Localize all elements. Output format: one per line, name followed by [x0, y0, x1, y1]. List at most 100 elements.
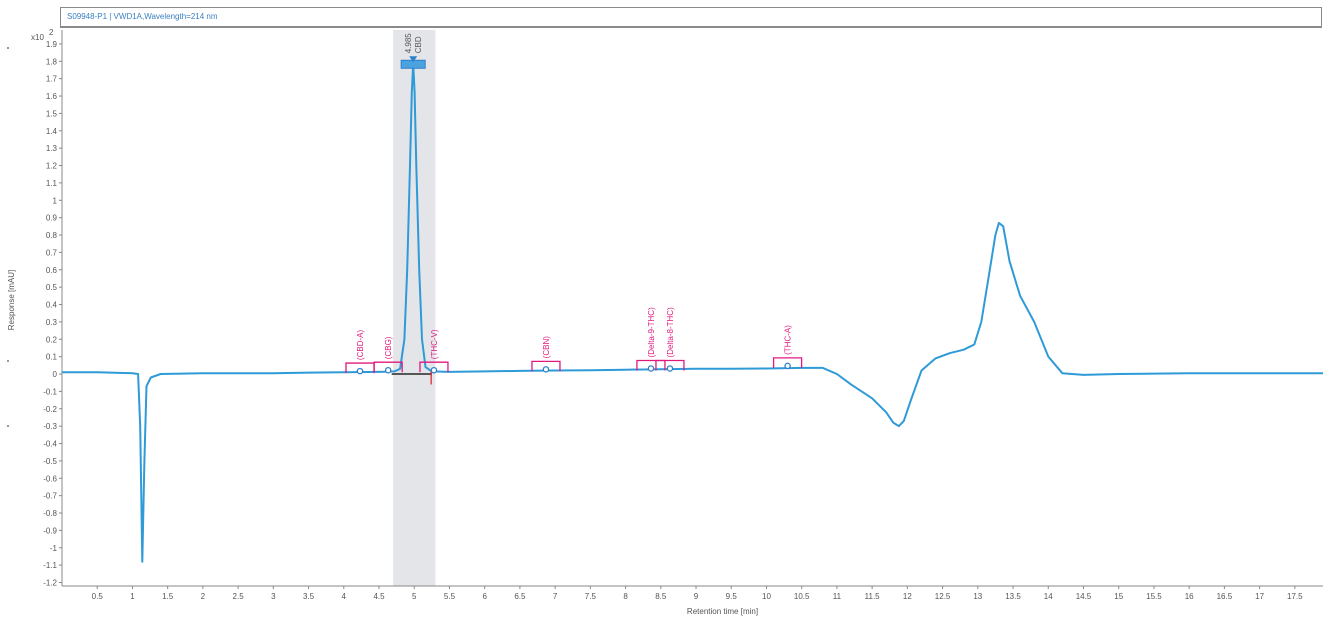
x-tick-label: 5.5 [444, 592, 456, 601]
y-tick-label: 1.8 [46, 57, 58, 66]
expected-peak-bracket [373, 361, 403, 373]
x-tick-label: 10 [762, 592, 771, 601]
main-peak-rt-label: 4.985 [404, 33, 413, 54]
y-tick-label: 1.3 [46, 144, 58, 153]
y-tick-label: -0.6 [43, 474, 57, 483]
expected-peak-label: (Delta-8-THC) [666, 307, 675, 358]
x-tick-label: 3 [271, 592, 276, 601]
y-tick-label: -0.2 [43, 405, 57, 414]
x-tick-label: 11 [833, 592, 842, 601]
chart-title: S09948-P1 | VWD1A,Wavelength=214 nm [67, 12, 218, 21]
y-tick-label: -0.5 [43, 457, 57, 466]
expected-peak-label: (CBD-A) [356, 330, 365, 361]
expected-peak-label: (THC-A) [784, 325, 793, 355]
x-tick-label: 13 [973, 592, 982, 601]
x-tick-label: 5 [412, 592, 417, 601]
y-tick-label: -0.8 [43, 509, 57, 518]
y-tick-label: 0.8 [46, 231, 58, 240]
highlight-band-layer [393, 30, 436, 586]
x-tick-label: 14.5 [1076, 592, 1092, 601]
expected-peak-point [647, 365, 655, 372]
x-tick-label: 1 [130, 592, 135, 601]
axis-labels-layer: 1.9 1.8 1.7 1.6 1.5 1.4 1.3 1.2 1.1 1 0.9 0.8 0.7 0.6… [7, 28, 1303, 616]
main-peak-triangle [409, 56, 418, 63]
x-tick-label: 1.5 [162, 592, 174, 601]
y-tick-label: 1 [53, 196, 58, 205]
expected-peak-point [542, 366, 550, 373]
y-tick-label: 1.2 [46, 162, 58, 171]
x-tick-label: 12.5 [935, 592, 951, 601]
expected-peak-label: (THC-V) [430, 329, 439, 359]
y-tick-label: -1.1 [43, 561, 57, 570]
x-tick-label: 17 [1255, 592, 1264, 601]
x-tick-label: 10.5 [794, 592, 810, 601]
expected-peak-bracket [655, 359, 685, 371]
y-multiplier-label: x10 [31, 33, 44, 42]
expected-peak-point [430, 366, 438, 374]
main-peak-name-label: CBD [414, 36, 423, 53]
y-tick-label: 0.4 [46, 301, 58, 310]
y-tick-label: 0.5 [46, 283, 58, 292]
y-multiplier-exponent: 2 [49, 28, 54, 37]
expected-peak-bracket [419, 361, 449, 373]
expected-peak-label: (CBG) [384, 336, 393, 359]
y-tick-label: 1.9 [46, 40, 58, 49]
y-tick-label: -0.3 [43, 422, 57, 431]
y-tick-label: 0.6 [46, 266, 58, 275]
x-tick-label: 12 [903, 592, 912, 601]
y-tick-label: 0.3 [46, 318, 58, 327]
y-tick-label: -0.1 [43, 387, 57, 396]
expected-peak-label: (CBN) [542, 336, 551, 359]
expected-peak-point [384, 366, 392, 374]
y-tick-label: 0.7 [46, 248, 58, 257]
y-tick-label: -1 [50, 544, 58, 553]
y-axis-title: Response [mAU] [7, 270, 16, 330]
y-tick-label: 1.7 [46, 75, 58, 84]
side-marker-dot [7, 360, 9, 362]
x-tick-label: 15.5 [1146, 592, 1162, 601]
x-tick-label: 13.5 [1005, 592, 1021, 601]
expected-peak-bracket [636, 359, 666, 371]
chromatogram-trace [62, 62, 1323, 563]
x-tick-label: 8.5 [655, 592, 667, 601]
expected-peak-point [784, 362, 791, 370]
y-tick-label: 0.9 [46, 214, 58, 223]
x-tick-label: 16 [1185, 592, 1194, 601]
peak-markers-layer: (CBD-A) (CBG) (THC-V) (CBN) (Delta-9-THC) (De… [345, 33, 803, 385]
side-marker-dot [7, 425, 9, 427]
chart-title-bar: S09948-P1 | VWD1A,Wavelength=214 nm [60, 7, 1322, 28]
x-tick-label: 9 [694, 592, 699, 601]
x-tick-label: 11.5 [865, 592, 881, 601]
y-tick-label: 0.1 [46, 353, 58, 362]
x-tick-label: 8 [623, 592, 628, 601]
y-tick-label: -1.2 [43, 579, 57, 588]
y-tick-label: 1.1 [46, 179, 58, 188]
x-tick-label: 14 [1044, 592, 1053, 601]
y-tick-label: 1.6 [46, 92, 58, 101]
trace-layer [62, 62, 1323, 563]
x-tick-label: 2 [201, 592, 206, 601]
x-tick-label: 17.5 [1287, 592, 1303, 601]
x-tick-label: 3.5 [303, 592, 315, 601]
x-tick-label: 4.5 [373, 592, 385, 601]
y-tick-label: -0.9 [43, 526, 57, 535]
side-marker-dot [7, 47, 9, 49]
expected-peak-label: (Delta-9-THC) [647, 307, 656, 358]
y-tick-label: 0 [53, 370, 58, 379]
y-tick-label: 1.5 [46, 109, 58, 118]
expected-peak-bracket [772, 357, 803, 368]
y-tick-label: 1.4 [46, 127, 58, 136]
x-tick-label: 9.5 [726, 592, 738, 601]
x-tick-label: 15 [1114, 592, 1123, 601]
x-tick-label: 0.5 [92, 592, 104, 601]
expected-peak-point [356, 367, 364, 375]
y-tick-label: 0.2 [46, 335, 58, 344]
x-tick-label: 7.5 [585, 592, 597, 601]
x-tick-label: 2.5 [233, 592, 245, 601]
highlight-band [393, 30, 436, 586]
y-tick-label: -0.4 [43, 440, 57, 449]
x-axis-title: Retention time [min] [687, 607, 758, 616]
x-tick-label: 4 [342, 592, 347, 601]
x-tick-label: 16.5 [1217, 592, 1233, 601]
